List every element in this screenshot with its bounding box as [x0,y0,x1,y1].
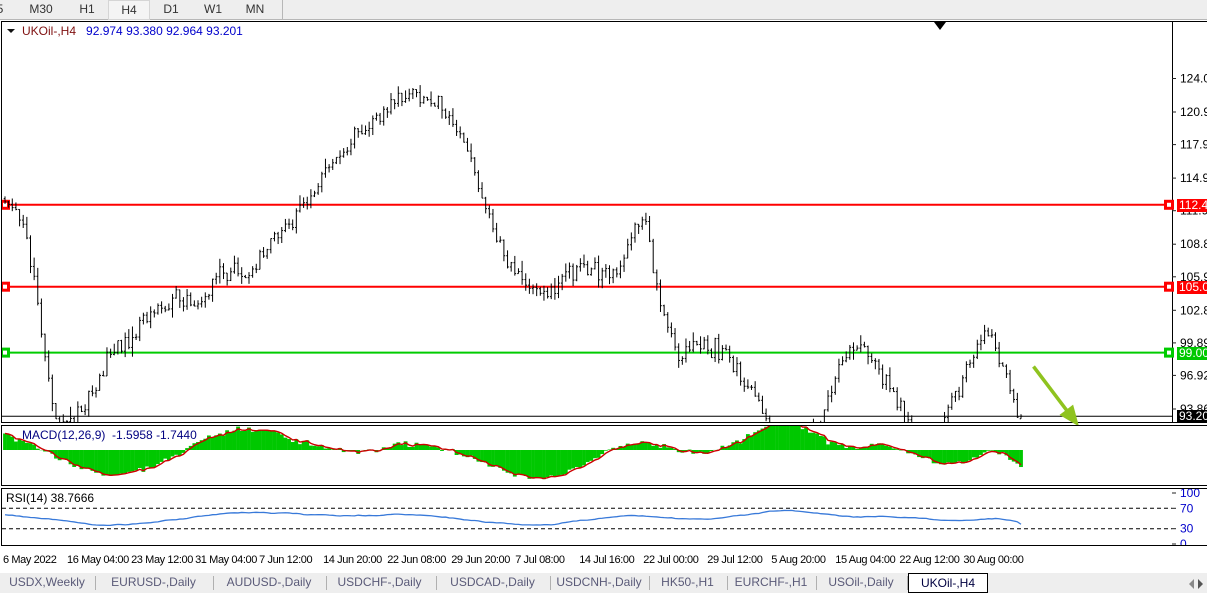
svg-text:70: 70 [1180,501,1194,515]
svg-text:120.950: 120.950 [1180,105,1207,119]
svg-text:108.890: 108.890 [1180,237,1207,251]
svg-text:102.860: 102.860 [1180,303,1207,317]
svg-text:96.920: 96.920 [1180,368,1207,382]
svg-text:124.010: 124.010 [1180,72,1207,86]
svg-text:100: 100 [1180,489,1200,500]
svg-text:117.980: 117.980 [1180,138,1207,152]
svg-text:30: 30 [1180,522,1194,536]
svg-text:114.920: 114.920 [1180,171,1207,185]
svg-text:0: 0 [1180,537,1187,546]
